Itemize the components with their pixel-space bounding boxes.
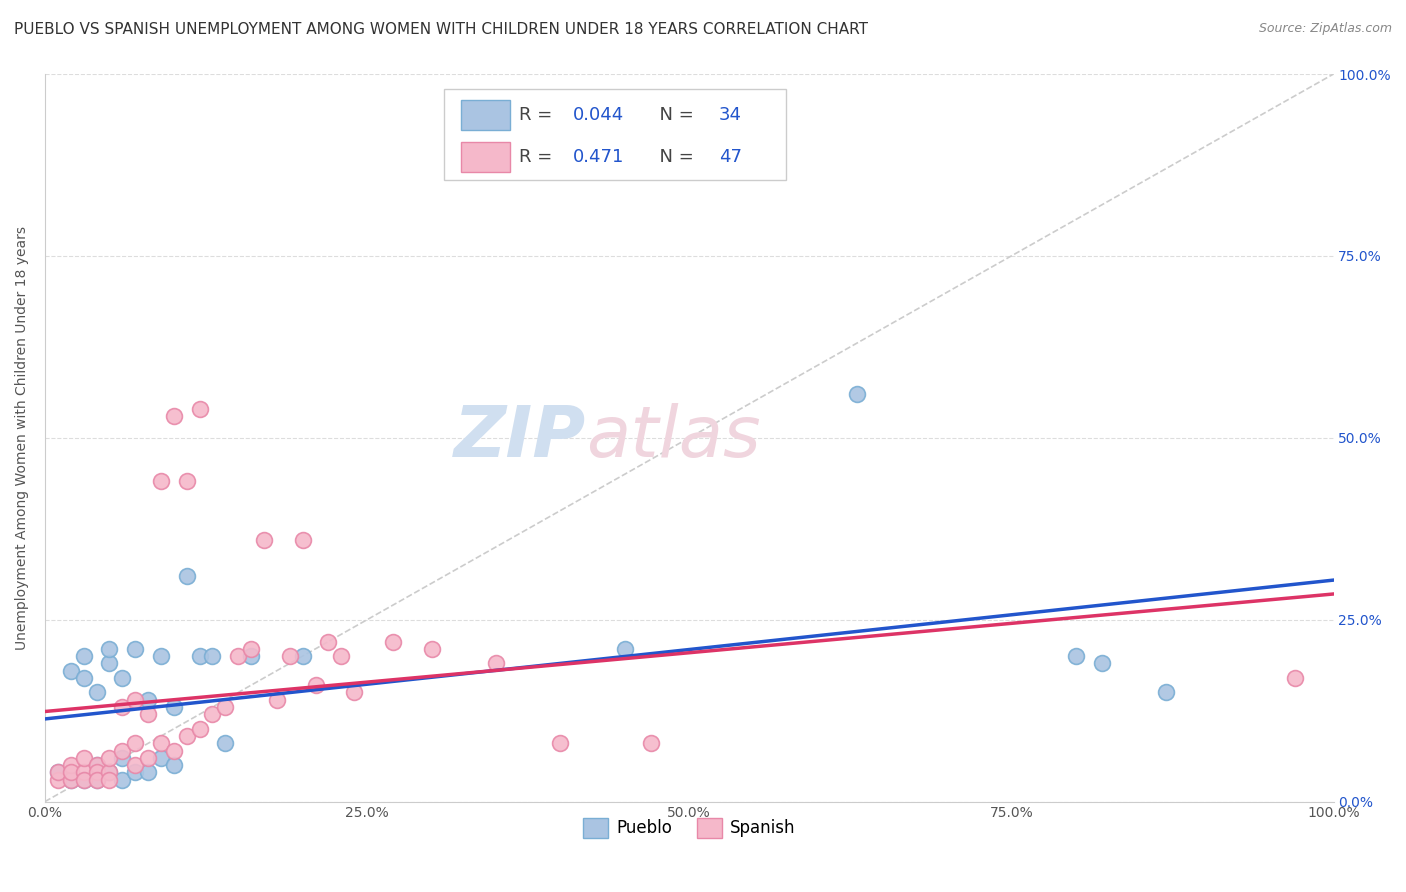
Point — [291, 648, 314, 663]
Point — [72, 772, 94, 787]
Text: atlas: atlas — [586, 403, 761, 472]
Point — [214, 700, 236, 714]
Point — [420, 641, 443, 656]
Point — [176, 569, 198, 583]
Point — [72, 648, 94, 663]
Point — [188, 401, 211, 416]
Point — [98, 657, 121, 671]
Point — [201, 707, 224, 722]
Text: R =: R = — [519, 106, 558, 124]
Point — [72, 671, 94, 685]
Point — [59, 772, 82, 787]
Text: 47: 47 — [718, 148, 742, 166]
Point — [86, 772, 108, 787]
Point — [485, 657, 508, 671]
Point — [240, 648, 263, 663]
Point — [46, 765, 69, 780]
Point — [59, 772, 82, 787]
FancyBboxPatch shape — [444, 88, 786, 179]
Text: 0.044: 0.044 — [574, 106, 624, 124]
Text: R =: R = — [519, 148, 558, 166]
Point — [136, 751, 159, 765]
Point — [304, 678, 326, 692]
Point — [59, 758, 82, 772]
Text: N =: N = — [648, 148, 700, 166]
Point — [98, 765, 121, 780]
Point — [1064, 648, 1087, 663]
Point — [124, 692, 146, 706]
FancyBboxPatch shape — [461, 142, 510, 172]
Text: Source: ZipAtlas.com: Source: ZipAtlas.com — [1258, 22, 1392, 36]
Point — [163, 744, 186, 758]
Point — [86, 765, 108, 780]
Point — [111, 671, 134, 685]
Point — [201, 648, 224, 663]
Point — [86, 772, 108, 787]
Point — [253, 533, 276, 547]
Point — [1154, 685, 1177, 699]
Text: N =: N = — [648, 106, 700, 124]
Point — [72, 772, 94, 787]
Text: ZIP: ZIP — [454, 403, 586, 472]
Point — [111, 772, 134, 787]
Point — [86, 685, 108, 699]
Text: 0.471: 0.471 — [574, 148, 624, 166]
Point — [98, 772, 121, 787]
Point — [163, 700, 186, 714]
Point — [278, 648, 301, 663]
Point — [845, 387, 868, 401]
Point — [111, 744, 134, 758]
Point — [98, 765, 121, 780]
Point — [188, 722, 211, 736]
Point — [136, 692, 159, 706]
Y-axis label: Unemployment Among Women with Children Under 18 years: Unemployment Among Women with Children U… — [15, 226, 30, 649]
Point — [111, 700, 134, 714]
Point — [176, 729, 198, 743]
Point — [136, 765, 159, 780]
Point — [266, 692, 288, 706]
Point — [343, 685, 366, 699]
Point — [86, 758, 108, 772]
Point — [163, 758, 186, 772]
Point — [226, 648, 249, 663]
FancyBboxPatch shape — [461, 100, 510, 130]
Point — [72, 765, 94, 780]
Point — [613, 641, 636, 656]
Point — [149, 751, 172, 765]
Point — [149, 736, 172, 750]
Point — [1284, 671, 1306, 685]
Legend: Pueblo, Spanish: Pueblo, Spanish — [576, 812, 803, 844]
Point — [124, 765, 146, 780]
Point — [381, 634, 404, 648]
Point — [124, 641, 146, 656]
Point — [136, 707, 159, 722]
Point — [550, 736, 572, 750]
Point — [149, 475, 172, 489]
Text: PUEBLO VS SPANISH UNEMPLOYMENT AMONG WOMEN WITH CHILDREN UNDER 18 YEARS CORRELAT: PUEBLO VS SPANISH UNEMPLOYMENT AMONG WOM… — [14, 22, 868, 37]
Point — [98, 641, 121, 656]
Point — [640, 736, 662, 750]
Point — [46, 772, 69, 787]
Point — [240, 641, 263, 656]
Point — [1090, 657, 1112, 671]
Point — [318, 634, 340, 648]
Point — [124, 736, 146, 750]
Point — [188, 648, 211, 663]
Point — [59, 664, 82, 678]
Point — [214, 736, 236, 750]
Point — [72, 751, 94, 765]
Point — [149, 648, 172, 663]
Point — [330, 648, 353, 663]
Point — [163, 409, 186, 423]
Point — [98, 751, 121, 765]
Point — [291, 533, 314, 547]
Text: 34: 34 — [718, 106, 742, 124]
Point — [46, 765, 69, 780]
Point — [86, 758, 108, 772]
Point — [124, 758, 146, 772]
Point — [176, 475, 198, 489]
Point — [111, 751, 134, 765]
Point — [59, 765, 82, 780]
